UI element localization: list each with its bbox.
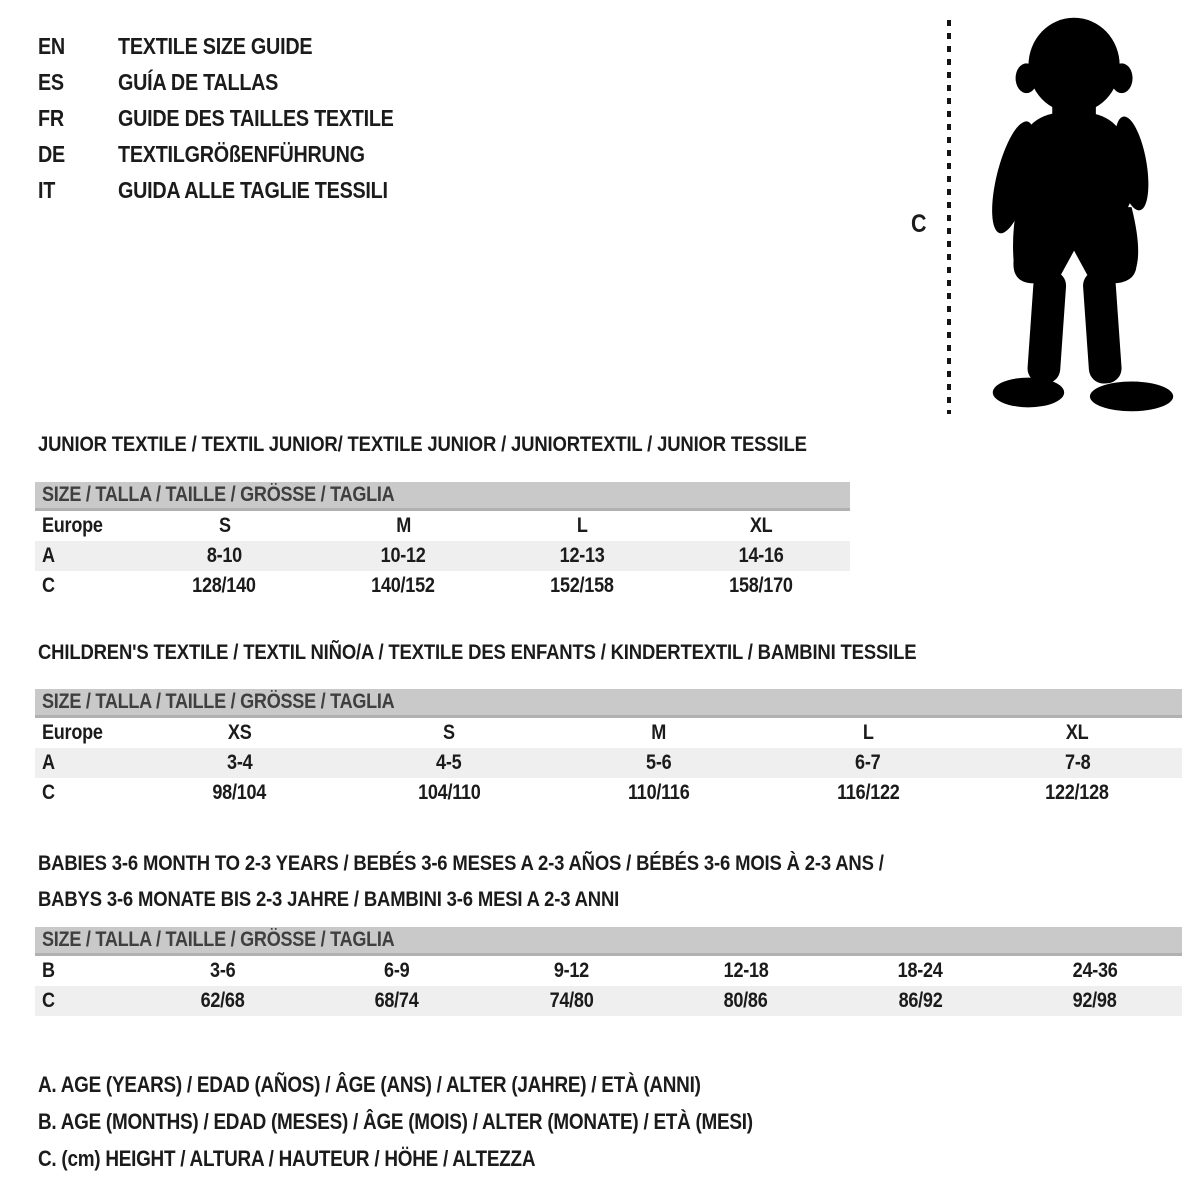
height-cell: 128/140 — [192, 574, 257, 597]
language-code: DE — [38, 140, 65, 167]
language-row-fr: FR GUIDE DES TAILLES TEXTILE — [38, 100, 439, 136]
language-row-de: DE TEXTILGRÖßENFÜHRUNG — [38, 136, 439, 172]
language-label: GUIDE DES TAILLES TEXTILE — [118, 104, 394, 131]
language-label: GUÍA DE TALLAS — [118, 68, 279, 95]
section-title-babies: BABIES 3-6 MONTH TO 2-3 YEARS / BEBÉS 3-… — [38, 851, 884, 911]
size-table-header: SIZE / TALLA / TAILLE / GRÖSSE / TAGLIA — [35, 689, 1182, 718]
size-cell: L — [862, 721, 874, 744]
legend-line-b: B. AGE (MONTHS) / EDAD (MESES) / ÂGE (MO… — [38, 1108, 753, 1134]
row-label: A — [42, 544, 55, 567]
language-label: GUIDA ALLE TAGLIE TESSILI — [118, 176, 388, 203]
months-cell: 24-36 — [1072, 959, 1118, 982]
legend-line-a: A. AGE (YEARS) / EDAD (AÑOS) / ÂGE (ANS)… — [38, 1071, 701, 1097]
height-cell: 80/86 — [723, 989, 768, 1012]
language-row-es: ES GUÍA DE TALLAS — [38, 64, 439, 100]
size-cell: S — [218, 514, 231, 537]
height-cell: 86/92 — [898, 989, 943, 1012]
language-row-it: IT GUIDA ALLE TAGLIE TESSILI — [38, 172, 439, 208]
table-row: C 128/140 140/152 152/158 158/170 — [35, 571, 850, 601]
height-measure-dashed-line — [947, 20, 951, 414]
height-cell: 98/104 — [212, 781, 267, 804]
measure-label-c: C — [911, 210, 927, 238]
table-row: Europe XS S M L XL — [35, 718, 1182, 748]
legend: A. AGE (YEARS) / EDAD (AÑOS) / ÂGE (ANS)… — [38, 1066, 869, 1177]
toddler-silhouette — [992, 17, 1174, 412]
table-row: A 3-4 4-5 5-6 6-7 7-8 — [35, 748, 1182, 778]
age-cell: 12-13 — [559, 544, 605, 567]
age-cell: 14-16 — [738, 544, 784, 567]
table-row: C 62/68 68/74 74/80 80/86 86/92 92/98 — [35, 986, 1182, 1016]
size-cell: M — [651, 721, 666, 744]
size-table-junior: SIZE / TALLA / TAILLE / GRÖSSE / TAGLIA … — [35, 482, 850, 601]
age-cell: 5-6 — [645, 751, 672, 774]
legend-line-c: C. (cm) HEIGHT / ALTURA / HAUTEUR / HÖHE… — [38, 1145, 536, 1171]
table-row: B 3-6 6-9 9-12 12-18 18-24 24-36 — [35, 956, 1182, 986]
height-cell: 152/158 — [550, 574, 614, 597]
language-row-en: EN TEXTILE SIZE GUIDE — [38, 28, 439, 64]
age-cell: 4-5 — [436, 751, 462, 774]
size-cell: L — [576, 514, 588, 537]
size-table-children: SIZE / TALLA / TAILLE / GRÖSSE / TAGLIA … — [35, 689, 1182, 808]
months-cell: 9-12 — [553, 959, 589, 982]
row-label: C — [42, 989, 55, 1012]
row-label: C — [42, 781, 55, 804]
size-cell: XL — [1066, 721, 1089, 744]
size-cell: XL — [749, 514, 772, 537]
language-list: EN TEXTILE SIZE GUIDE ES GUÍA DE TALLAS … — [38, 28, 439, 208]
language-label: TEXTILE SIZE GUIDE — [118, 32, 313, 59]
table-row: Europe S M L XL — [35, 511, 850, 541]
row-label: Europe — [42, 514, 103, 537]
age-cell: 8-10 — [206, 544, 242, 567]
months-cell: 3-6 — [209, 959, 236, 982]
row-label: B — [42, 959, 55, 982]
height-cell: 104/110 — [417, 781, 481, 804]
age-cell: 6-7 — [855, 751, 881, 774]
section-title-junior: JUNIOR TEXTILE / TEXTIL JUNIOR/ TEXTILE … — [38, 432, 807, 456]
height-cell: 74/80 — [549, 989, 594, 1012]
size-cell: XS — [227, 721, 252, 744]
size-cell: S — [443, 721, 456, 744]
language-code: EN — [38, 32, 65, 59]
height-cell: 140/152 — [371, 574, 435, 597]
height-cell: 122/128 — [1045, 781, 1110, 804]
size-cell: M — [395, 514, 411, 537]
age-cell: 7-8 — [1064, 751, 1091, 774]
row-label: A — [42, 751, 55, 774]
height-cell: 68/74 — [374, 989, 419, 1012]
months-cell: 12-18 — [723, 959, 769, 982]
age-cell: 3-4 — [227, 751, 253, 774]
table-row: C 98/104 104/110 110/116 116/122 122/128 — [35, 778, 1182, 808]
size-table-babies: SIZE / TALLA / TAILLE / GRÖSSE / TAGLIA … — [35, 927, 1182, 1016]
height-cell: 92/98 — [1072, 989, 1117, 1012]
height-cell: 116/122 — [836, 781, 900, 804]
size-table-header: SIZE / TALLA / TAILLE / GRÖSSE / TAGLIA — [35, 482, 850, 511]
language-code: ES — [38, 68, 64, 95]
table-row: A 8-10 10-12 12-13 14-16 — [35, 541, 850, 571]
height-figure: C — [905, 8, 1195, 420]
size-table-header: SIZE / TALLA / TAILLE / GRÖSSE / TAGLIA — [35, 927, 1182, 956]
height-cell: 110/116 — [627, 781, 690, 804]
row-label: Europe — [42, 721, 103, 744]
row-label: C — [42, 574, 55, 597]
language-code: IT — [38, 176, 56, 203]
height-cell: 62/68 — [200, 989, 245, 1012]
language-label: TEXTILGRÖßENFÜHRUNG — [118, 140, 365, 167]
height-cell: 158/170 — [728, 574, 793, 597]
months-cell: 6-9 — [384, 959, 410, 982]
months-cell: 18-24 — [897, 959, 943, 982]
language-code: FR — [38, 104, 64, 131]
section-title-children: CHILDREN'S TEXTILE / TEXTIL NIÑO/A / TEX… — [38, 640, 917, 664]
age-cell: 10-12 — [380, 544, 426, 567]
